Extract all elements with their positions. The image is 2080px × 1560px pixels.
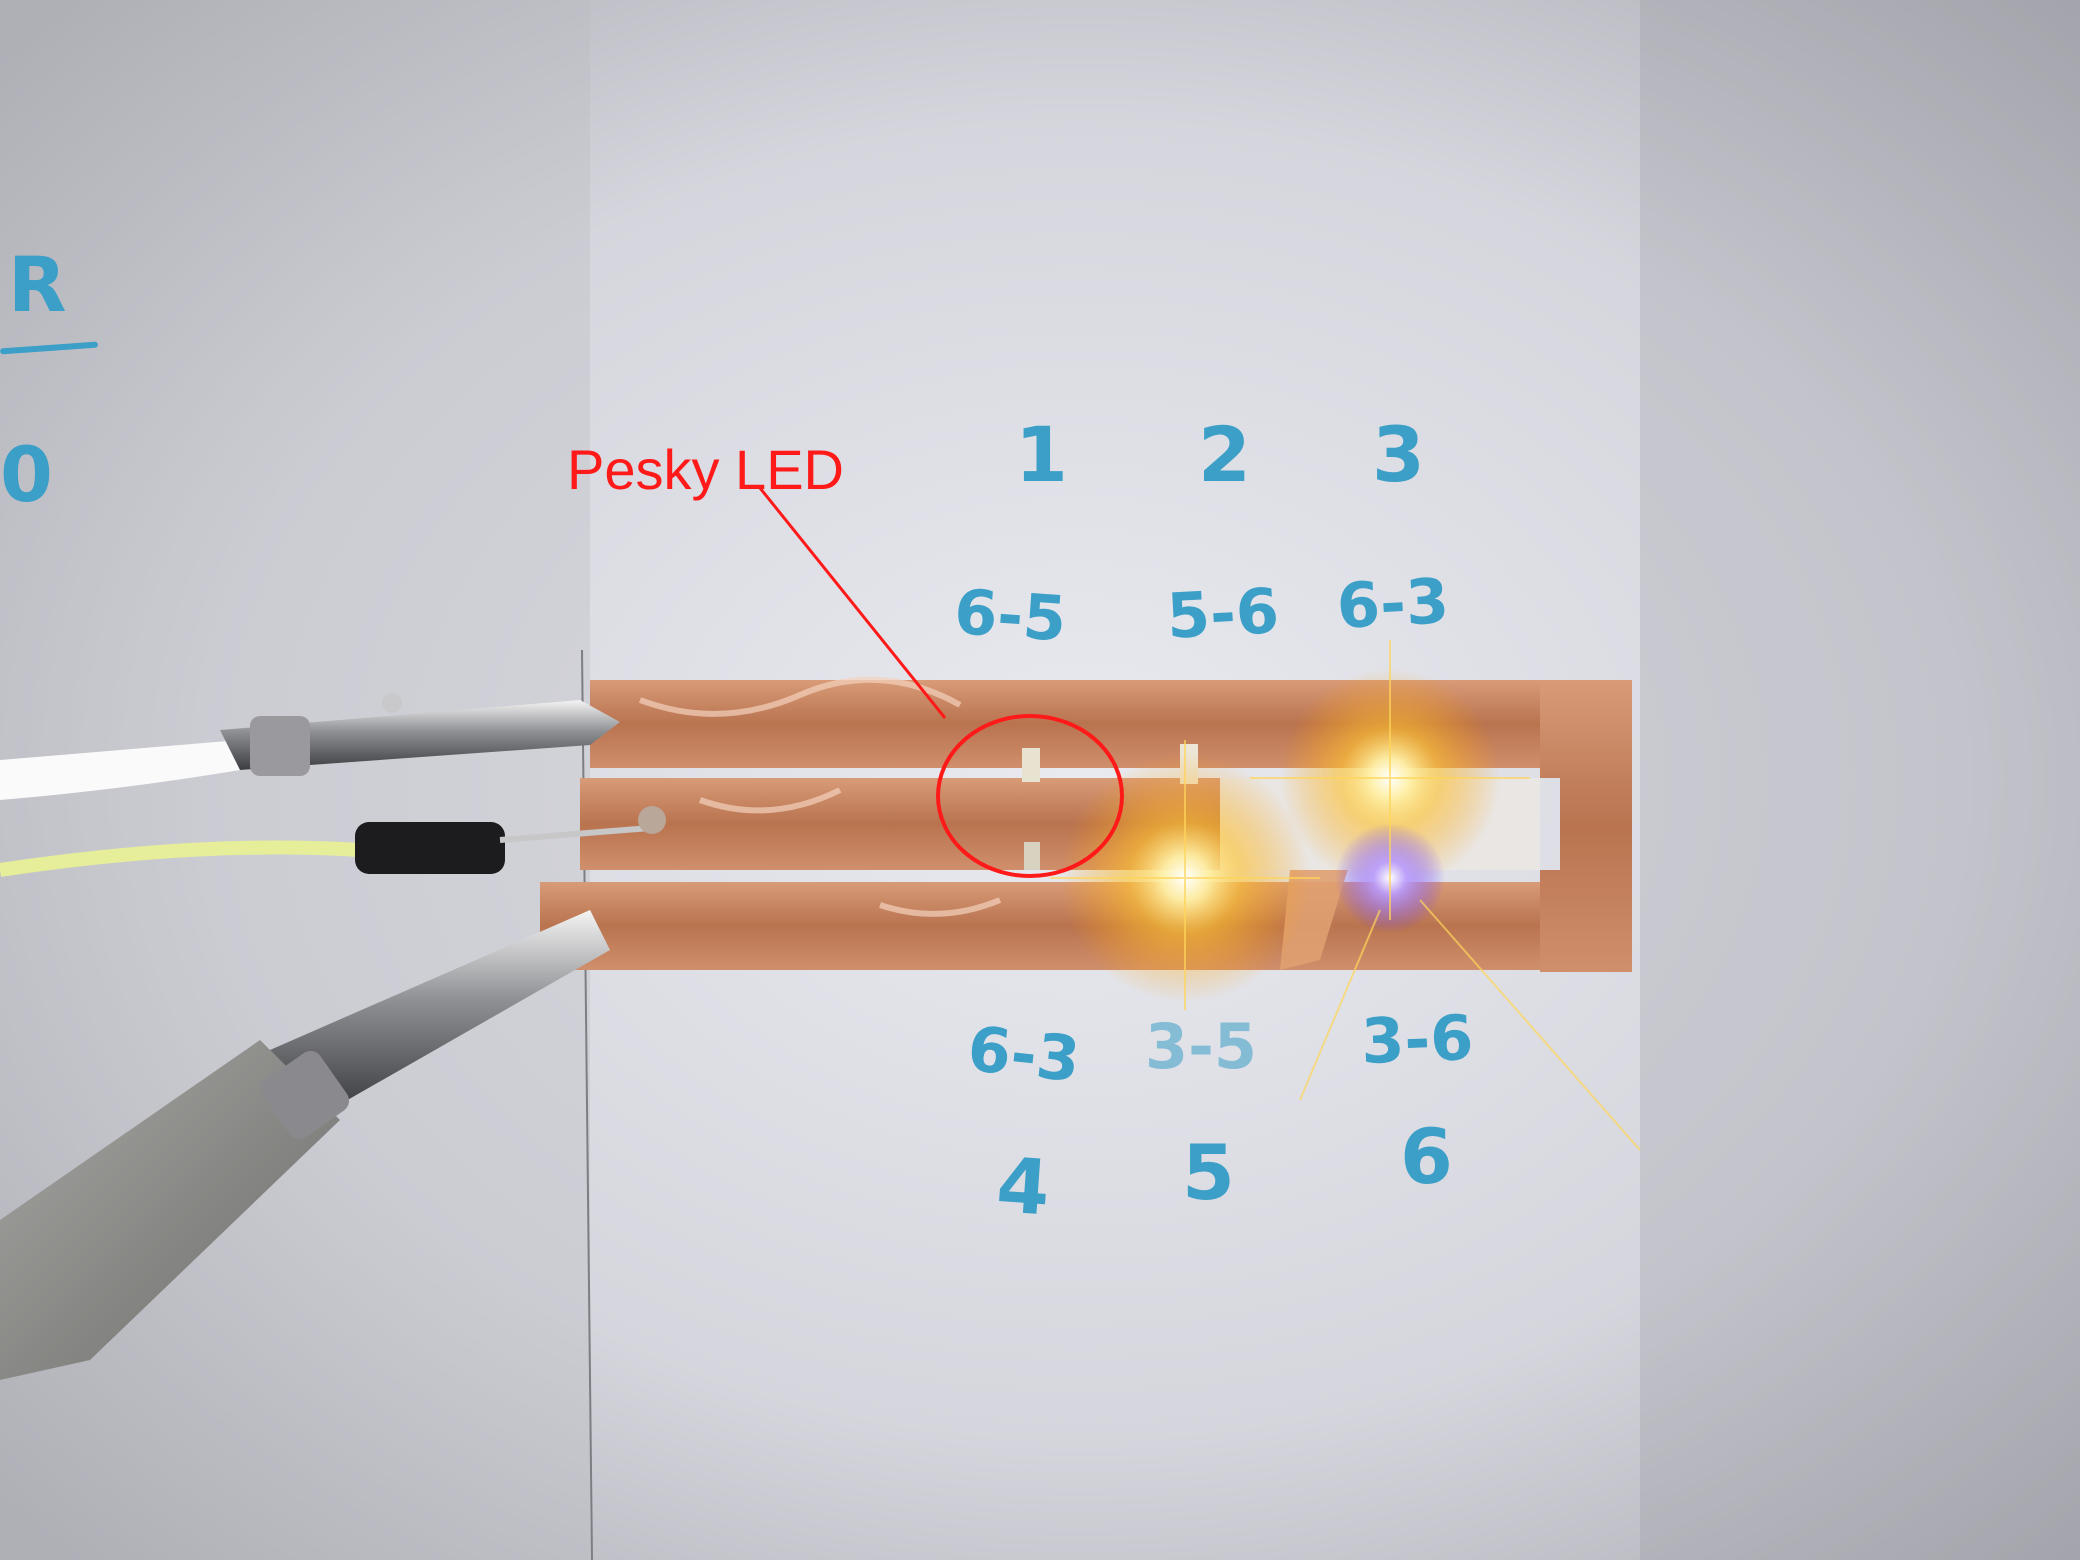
handwritten-top-number-2: 2 bbox=[1198, 410, 1251, 499]
copper-sheen bbox=[638, 676, 1002, 917]
handwritten-bottom-number-6: 6 bbox=[1400, 1112, 1453, 1201]
handwritten-bottom-pair-4: 6-3 bbox=[964, 1012, 1084, 1097]
handwritten-top-number-1: 1 bbox=[1015, 410, 1068, 499]
handwritten-bottom-number-5: 5 bbox=[1182, 1128, 1235, 1217]
handwritten-top-number-3: 3 bbox=[1372, 410, 1425, 499]
annotation-circle bbox=[936, 714, 1124, 878]
copper-right-end bbox=[1540, 680, 1632, 972]
handwritten-top-pair-1: 6-5 bbox=[951, 575, 1069, 656]
handwritten-bottom-number-4: 4 bbox=[993, 1140, 1053, 1233]
starburst-rays bbox=[1050, 640, 1641, 1151]
led-pesky bbox=[1022, 748, 1040, 870]
clip-bottom bbox=[0, 910, 610, 1380]
handwritten-bottom-pair-5: 3-5 bbox=[1145, 1010, 1258, 1083]
clip-top bbox=[0, 693, 620, 800]
annotation-pointer-line bbox=[758, 487, 947, 719]
paper-right-shadow bbox=[1640, 0, 2080, 1560]
handwritten-top-pair-3: 6-3 bbox=[1335, 564, 1451, 643]
handwritten-top-pair-2: 5-6 bbox=[1165, 574, 1281, 653]
clip-middle bbox=[0, 806, 666, 877]
annotation-label: Pesky LED bbox=[567, 438, 844, 501]
handwritten-edge-digit: 0 bbox=[0, 430, 53, 519]
handwritten-edge-letter: R bbox=[8, 240, 67, 329]
handwritten-bottom-pair-6: 3-6 bbox=[1360, 1001, 1475, 1078]
